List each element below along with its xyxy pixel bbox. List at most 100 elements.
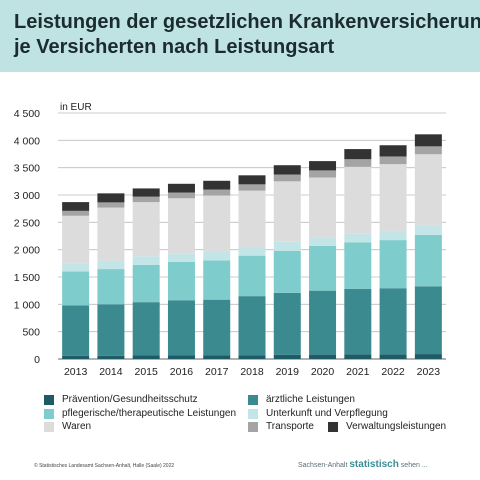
y-unit-label: in EUR (60, 102, 92, 113)
x-tick-label: 2021 (346, 366, 370, 378)
brand-logo: Sachsen-Anhalt statistisch sehen ... (298, 459, 428, 470)
y-tick-label: 500 (22, 327, 40, 339)
bar-segment-2015-5 (132, 196, 160, 203)
bar-segment-2022-2 (379, 240, 407, 289)
bar-segment-2014-1 (97, 304, 125, 356)
y-tick-label: 2 000 (14, 245, 40, 257)
bar-segment-2018-0 (238, 355, 266, 359)
bar-segment-2013-5 (62, 210, 90, 216)
bar-segment-2014-0 (97, 355, 125, 359)
bar-segment-2015-4 (132, 202, 160, 257)
bar-segment-2014-3 (97, 260, 125, 270)
bar-segment-2013-4 (62, 215, 90, 264)
bar-segment-2016-0 (167, 355, 195, 359)
brand-suffix: sehen ... (400, 462, 428, 469)
x-tick-label: 2015 (135, 366, 159, 378)
source-note: © Statistisches Landesamt Sachsen-Anhalt… (34, 463, 175, 469)
bar-segment-2019-4 (273, 181, 301, 242)
bar-segment-2019-1 (273, 292, 301, 355)
x-tick-label: 2019 (276, 366, 300, 378)
brand-prefix: Sachsen-Anhalt (298, 462, 348, 469)
bar-segment-2018-3 (238, 246, 266, 256)
bar-segment-2014-5 (97, 202, 125, 208)
bar-segment-2023-6 (414, 134, 442, 147)
bar-segment-2018-2 (238, 255, 266, 297)
y-tick-label: 4 000 (14, 135, 40, 147)
bar-segment-2023-5 (414, 146, 442, 155)
bar-segment-2021-0 (344, 354, 372, 359)
x-tick-label: 2016 (170, 366, 194, 378)
y-tick-label: 0 (34, 354, 40, 366)
bar-segment-2021-3 (344, 233, 372, 243)
bar-segment-2019-6 (273, 165, 301, 175)
bar-segment-2016-5 (167, 192, 195, 199)
bar-segment-2019-0 (273, 354, 301, 359)
bar-segment-2020-4 (309, 177, 337, 238)
bar-segment-2014-6 (97, 193, 125, 203)
bar-segment-2019-2 (273, 250, 301, 293)
bar-segment-2013-3 (62, 263, 90, 272)
x-tick-label: 2023 (417, 366, 441, 378)
bar-segment-2015-6 (132, 188, 160, 197)
x-tick-label: 2022 (381, 366, 405, 378)
bar-segment-2021-2 (344, 242, 372, 289)
bar-segment-2015-0 (132, 355, 160, 359)
bar-segment-2016-4 (167, 198, 195, 254)
bar-segment-2018-6 (238, 175, 266, 185)
bar-segment-2020-2 (309, 245, 337, 291)
y-tick-label: 2 500 (14, 217, 40, 229)
bar-segment-2020-0 (309, 354, 337, 359)
bar-segment-2021-1 (344, 288, 372, 355)
bar-segment-2023-0 (414, 354, 442, 359)
bar-segment-2019-3 (273, 241, 301, 251)
bar-segment-2021-6 (344, 149, 372, 160)
y-tick-label: 3 000 (14, 190, 40, 202)
bar-segment-2023-1 (414, 286, 442, 355)
bar-segment-2013-6 (62, 202, 90, 211)
bar-segment-2013-2 (62, 271, 90, 306)
y-tick-label: 4 500 (14, 108, 40, 120)
bar-segment-2022-3 (379, 231, 407, 241)
bar-segment-2015-3 (132, 256, 160, 265)
bar-segment-2022-5 (379, 156, 407, 165)
bar-segment-2018-1 (238, 296, 266, 356)
bar-segment-2017-3 (203, 251, 231, 261)
bar-segment-2016-1 (167, 300, 195, 356)
y-tick-label: 1 500 (14, 272, 40, 284)
bar-segment-2016-2 (167, 261, 195, 301)
bar-segment-2017-1 (203, 299, 231, 356)
chart-title-line-2: je Versicherten nach Leistungsart (14, 36, 335, 58)
bar-segment-2018-5 (238, 184, 266, 191)
x-tick-label: 2020 (311, 366, 335, 378)
bar-segment-2014-4 (97, 207, 125, 261)
bar-segment-2019-5 (273, 174, 301, 182)
bar-segment-2020-6 (309, 161, 337, 171)
y-tick-label: 3 500 (14, 163, 40, 175)
bar-segment-2023-4 (414, 154, 442, 226)
bar-segment-2016-3 (167, 253, 195, 262)
bar-segment-2016-6 (167, 183, 195, 193)
x-tick-label: 2013 (64, 366, 88, 378)
bar-segment-2015-2 (132, 264, 160, 303)
bar-segment-2015-1 (132, 302, 160, 356)
bar-segment-2017-2 (203, 260, 231, 300)
x-tick-label: 2014 (99, 366, 123, 378)
bar-segment-2020-3 (309, 237, 337, 246)
bar-segment-2013-1 (62, 305, 90, 356)
bar-segment-2020-5 (309, 170, 337, 178)
bar-segment-2023-2 (414, 234, 442, 287)
y-tick-label: 1 000 (14, 299, 40, 311)
bar-segment-2022-4 (379, 164, 407, 232)
bar-segment-2017-4 (203, 195, 231, 252)
brand-name: statistisch (349, 459, 399, 470)
bar-segment-2021-4 (344, 166, 372, 234)
bar-segment-2023-3 (414, 225, 442, 235)
bar-segment-2022-6 (379, 145, 407, 157)
chart-title-line-1: Leistungen der gesetzlichen Krankenversi… (14, 11, 480, 33)
bar-segment-2013-0 (62, 355, 90, 359)
bar-segment-2017-5 (203, 189, 231, 196)
bar-segment-2018-4 (238, 190, 266, 247)
bar-segment-2021-5 (344, 159, 372, 167)
bar-segment-2020-1 (309, 290, 337, 355)
